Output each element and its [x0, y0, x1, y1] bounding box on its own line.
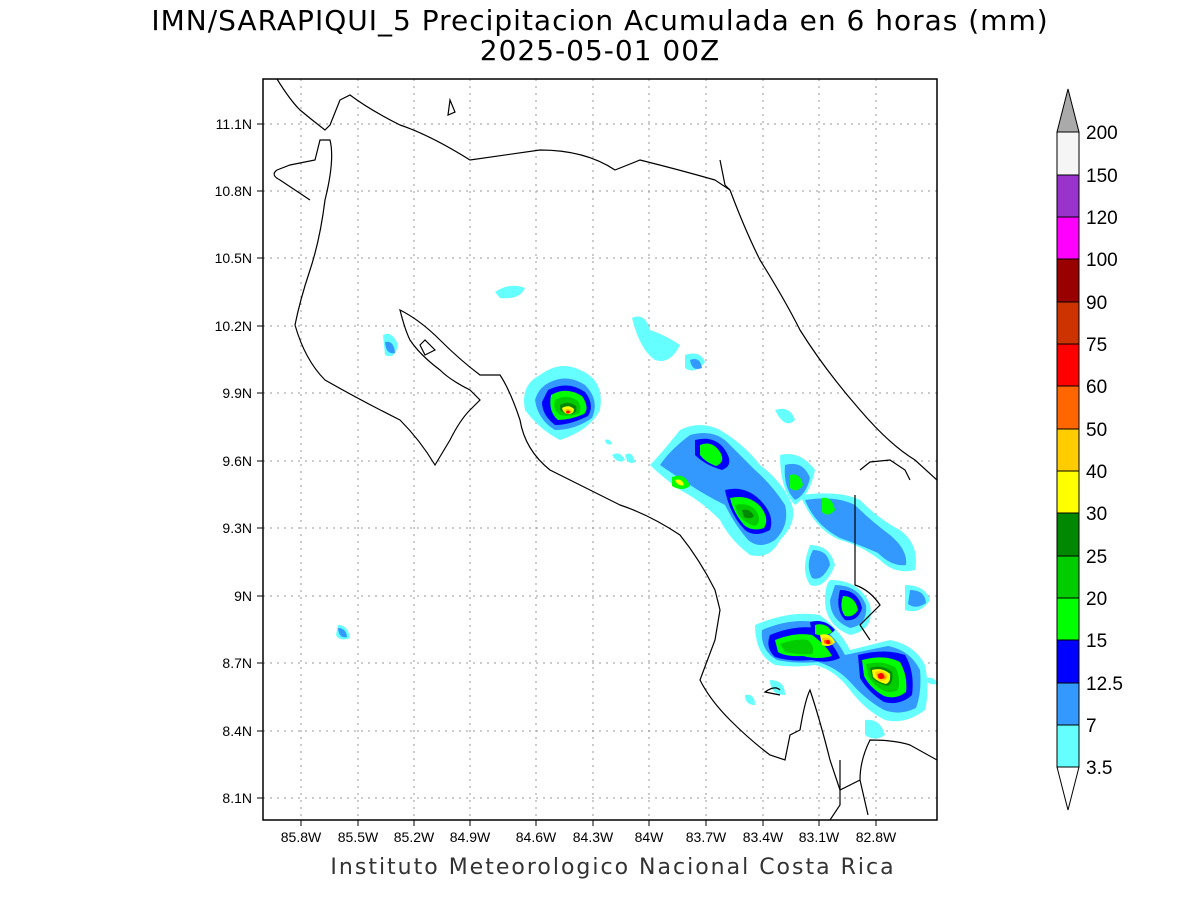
lon-tick-label: 85.8W [281, 829, 322, 845]
colorbar-label: 25 [1086, 547, 1107, 568]
colorbar-segment [1056, 512, 1080, 557]
lon-tick-label: 85.5W [338, 829, 379, 845]
lon-tick-label: 84.9W [450, 829, 491, 845]
lat-tick-label: 10.2N [215, 318, 252, 334]
lat-tick-label: 9.9N [222, 385, 252, 401]
colorbar-label: 90 [1086, 293, 1107, 314]
colorbar-label: 60 [1086, 377, 1107, 398]
colorbar-max-arrow [1056, 88, 1080, 133]
lat-tick-label: 8.4N [222, 723, 252, 739]
colorbar-segment [1056, 597, 1080, 641]
map-title: IMN/SARAPIQUI_5 Precipitacion Acumulada … [151, 4, 1049, 37]
lon-tick-label: 84.6W [516, 829, 557, 845]
colorbar-segment [1056, 724, 1080, 768]
colorbar-segment [1056, 555, 1080, 599]
precipitation-field [336, 285, 937, 739]
footer-credit: Instituto Meteorologico Nacional Costa R… [330, 855, 896, 880]
lon-tick-label: 82.8W [856, 829, 897, 845]
lat-tick-label: 11.1N [216, 116, 252, 132]
colorbar-label: 3.5 [1086, 758, 1112, 779]
colorbar-label: 75 [1086, 335, 1107, 356]
lat-axis: 11.1N 10.8N 10.5N 10.2N 9.9N 9.6N 9.3N 9… [215, 116, 263, 806]
lon-tick-label: 83.4W [743, 829, 784, 845]
colorbar-label: 12.5 [1086, 674, 1123, 695]
colorbar [1056, 88, 1080, 811]
colorbar-label: 7 [1086, 716, 1097, 737]
colorbar-label: 40 [1086, 462, 1107, 483]
colorbar-label: 30 [1086, 504, 1107, 525]
lon-tick-label: 85.2W [394, 829, 435, 845]
lon-tick-label: 84W [635, 829, 665, 845]
lon-tick-label: 83.7W [686, 829, 727, 845]
map-frame [262, 78, 938, 821]
map-subtitle-date: 2025-05-01 00Z [479, 34, 721, 67]
colorbar-label: 50 [1086, 420, 1107, 441]
lon-tick-label: 83.1W [799, 829, 840, 845]
lat-tick-label: 10.8N [215, 183, 252, 199]
colorbar-label: 150 [1086, 166, 1118, 187]
coastlines-borders [273, 79, 937, 820]
colorbar-label: 200 [1086, 123, 1118, 144]
colorbar-segment [1056, 131, 1080, 176]
map-gridlines [263, 79, 937, 820]
colorbar-min-arrow [1056, 766, 1080, 811]
colorbar-segment [1056, 470, 1080, 514]
colorbar-segment [1056, 428, 1080, 472]
colorbar-label: 100 [1086, 250, 1118, 271]
colorbar-segment [1056, 301, 1080, 345]
lat-tick-label: 9.6N [222, 453, 252, 469]
colorbar-segment [1056, 258, 1080, 303]
colorbar-segment [1056, 216, 1080, 260]
colorbar-label: 20 [1086, 589, 1107, 610]
colorbar-label: 15 [1086, 631, 1107, 652]
colorbar-segment [1056, 174, 1080, 218]
lon-axis: 85.8W 85.5W 85.2W 84.9W 84.6W 84.3W 84W … [281, 820, 897, 845]
lat-tick-label: 8.1N [222, 790, 252, 806]
lat-tick-label: 9N [234, 588, 252, 604]
colorbar-labels: 3.5 7 12.5 15 20 25 30 40 50 60 75 90 10… [1086, 123, 1123, 779]
colorbar-segment [1056, 385, 1080, 430]
colorbar-segment [1056, 639, 1080, 684]
lon-tick-label: 84.3W [573, 829, 614, 845]
colorbar-segment [1056, 343, 1080, 387]
lat-tick-label: 10.5N [215, 250, 252, 266]
lat-tick-label: 8.7N [222, 655, 252, 671]
colorbar-label: 120 [1086, 208, 1118, 229]
lat-tick-label: 9.3N [222, 520, 252, 536]
colorbar-segment [1056, 682, 1080, 726]
